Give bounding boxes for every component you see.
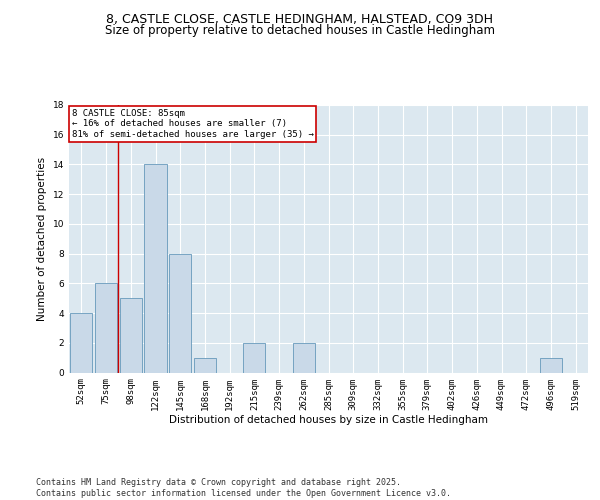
Bar [194,358,216,372]
Text: Contains HM Land Registry data © Crown copyright and database right 2025.
Contai: Contains HM Land Registry data © Crown c… [36,478,451,498]
Bar [540,358,562,372]
Bar [243,343,265,372]
X-axis label: Distribution of detached houses by size in Castle Hedingham: Distribution of detached houses by size … [169,415,488,425]
Bar [169,254,191,372]
Text: Size of property relative to detached houses in Castle Hedingham: Size of property relative to detached ho… [105,24,495,37]
Bar [70,313,92,372]
Bar [95,284,117,372]
Bar [145,164,167,372]
Text: 8, CASTLE CLOSE, CASTLE HEDINGHAM, HALSTEAD, CO9 3DH: 8, CASTLE CLOSE, CASTLE HEDINGHAM, HALST… [107,12,493,26]
Bar [119,298,142,372]
Text: 8 CASTLE CLOSE: 85sqm
← 16% of detached houses are smaller (7)
81% of semi-detac: 8 CASTLE CLOSE: 85sqm ← 16% of detached … [71,109,313,139]
Bar [293,343,315,372]
Y-axis label: Number of detached properties: Number of detached properties [37,156,47,321]
